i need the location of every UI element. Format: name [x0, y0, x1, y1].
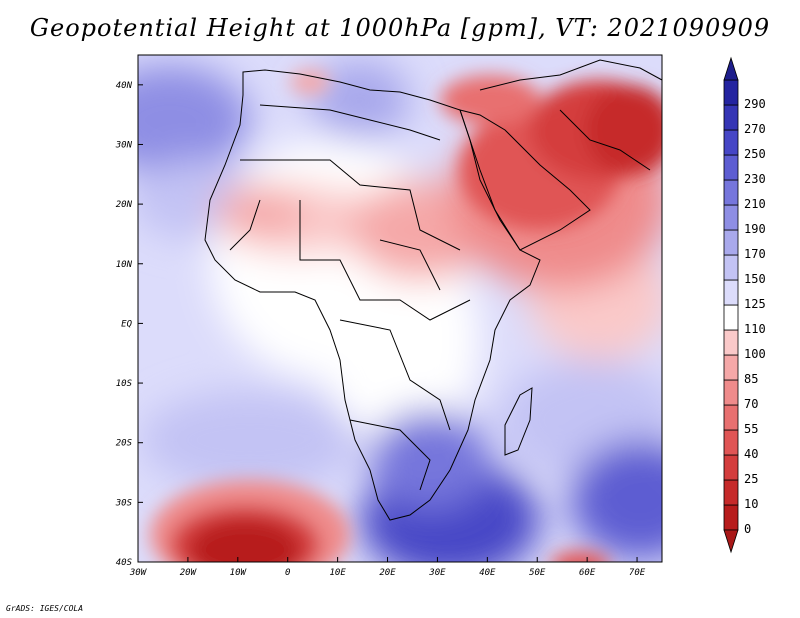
colorbar-swatch [723, 254, 739, 281]
lat-tick-label: 20N [116, 200, 133, 210]
colorbar-swatch [723, 454, 739, 481]
lon-tick-label: 30W [129, 568, 148, 578]
colorbar-label: 125 [744, 297, 766, 311]
colorbar-label: 270 [744, 122, 766, 136]
colorbar-swatch [723, 279, 739, 306]
colorbar-label: 100 [744, 347, 766, 361]
lat-tick-label: 20S [116, 439, 133, 449]
colorbar-swatch [723, 104, 739, 131]
latitude-axis: 40N 30N 20N 10N EQ 10S 20S 30S 40S [115, 81, 143, 568]
plot-frame [137, 54, 663, 563]
colorbar-label: 70 [744, 397, 758, 411]
colorbar-label: 230 [744, 172, 766, 186]
lat-tick-label: 10N [116, 260, 133, 270]
lat-tick-label: EQ [121, 319, 132, 329]
lon-tick-label: 20W [180, 568, 198, 578]
colorbar-over-arrow [723, 56, 739, 81]
colorbar-label: 290 [744, 97, 766, 111]
lon-tick-label: 0 [285, 568, 290, 578]
colorbar-label: 190 [744, 222, 766, 236]
lon-tick-label: 20E [379, 568, 396, 578]
colorbar-label: 25 [744, 472, 758, 486]
lat-tick-label: 30S [115, 498, 133, 508]
colorbar-label: 85 [744, 372, 758, 386]
lon-tick-label: 70E [629, 568, 646, 578]
height-field [138, 55, 662, 562]
coastlines [204, 59, 662, 521]
colorbar-label: 40 [744, 447, 758, 461]
longitude-axis: 30W 20W 10W 0 10E 20E 30E 40E 50E 60E 70E [129, 557, 646, 578]
colorbar-swatch [723, 304, 739, 331]
lon-tick-label: 30E [428, 568, 446, 578]
colorbar-swatch [723, 379, 739, 406]
colorbar-swatch [723, 479, 739, 506]
colorbar-swatch [723, 204, 739, 231]
lon-tick-label: 60E [579, 568, 596, 578]
colorbar-swatch [723, 179, 739, 206]
colorbar-swatch [723, 504, 739, 531]
colorbar-label: 0 [744, 522, 751, 536]
colorbar-label: 170 [744, 247, 766, 261]
colorbar-swatch [723, 404, 739, 431]
lat-tick-label: 40S [116, 558, 133, 568]
colorbar-swatch [723, 79, 739, 106]
colorbar-label: 10 [744, 497, 758, 511]
map-title: Geopotential Height at 1000hPa [gpm], VT… [29, 14, 771, 42]
colorbar-swatch [723, 429, 739, 456]
colorbar-swatch [723, 154, 739, 181]
colorbar-label: 250 [744, 147, 766, 161]
lat-tick-label: 40N [116, 81, 133, 91]
lon-tick-label: 10E [329, 568, 346, 578]
colorbar-label: 150 [744, 272, 766, 286]
lon-tick-label: 40E [479, 568, 496, 578]
lon-tick-label: 10W [230, 568, 248, 578]
lon-tick-label: 50E [529, 568, 546, 578]
footer-credit: GrADS: IGES/COLA [6, 604, 84, 613]
colorbar-swatch [723, 129, 739, 156]
colorbar-label: 210 [744, 197, 766, 211]
lat-tick-label: 30N [115, 140, 133, 150]
colorbar: 0 10 25 40 55 70 85 100 110 125 150 170 190 210 230 250… [723, 56, 766, 554]
colorbar-label: 55 [744, 422, 758, 436]
colorbar-label: 110 [744, 322, 766, 336]
colorbar-swatch [723, 229, 739, 256]
colorbar-under-arrow [723, 529, 739, 554]
colorbar-swatch [723, 354, 739, 381]
colorbar-swatch [723, 329, 739, 356]
lat-tick-label: 10S [116, 379, 133, 389]
